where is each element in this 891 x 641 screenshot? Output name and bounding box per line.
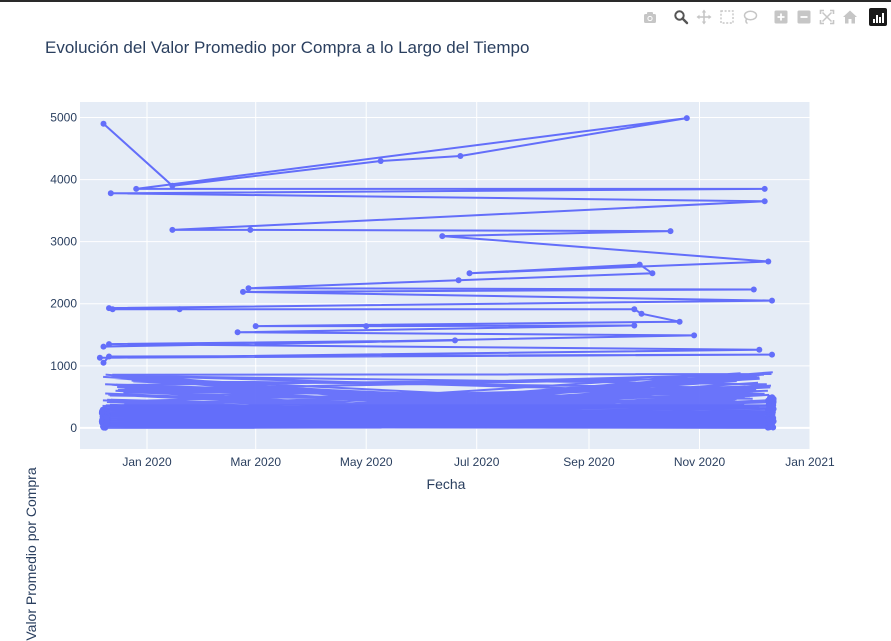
data-point <box>439 233 446 240</box>
data-point <box>107 190 114 197</box>
lasso-button[interactable] <box>738 6 761 28</box>
data-point <box>636 261 643 268</box>
data-point <box>245 285 252 292</box>
dense-data-band <box>98 371 777 431</box>
y-tick-label: 4000 <box>50 173 77 187</box>
data-point <box>452 337 458 344</box>
data-point <box>377 158 384 164</box>
data-point <box>240 288 246 295</box>
x-tick-label: Sep 2020 <box>563 455 615 469</box>
data-point <box>100 359 107 366</box>
data-point <box>363 323 370 330</box>
pan-icon <box>696 9 711 25</box>
dense-fill <box>105 404 770 428</box>
data-point <box>234 329 241 336</box>
x-tick-label: Jan 2021 <box>785 455 835 469</box>
data-point <box>769 351 775 358</box>
data-point <box>756 346 763 353</box>
data-point <box>455 277 462 284</box>
zoom-in-icon <box>774 10 787 24</box>
data-point <box>638 310 645 317</box>
data-point <box>109 306 116 313</box>
home-icon <box>842 10 857 24</box>
zoom-button[interactable] <box>669 6 692 28</box>
pan-button[interactable] <box>692 6 715 28</box>
autoscale-button[interactable] <box>815 6 838 28</box>
data-point <box>106 353 112 360</box>
data-point <box>252 323 259 330</box>
data-point <box>104 418 111 425</box>
y-tick-label: 3000 <box>50 235 77 249</box>
data-point <box>457 153 464 159</box>
data-point <box>100 343 107 350</box>
data-point <box>667 228 674 235</box>
data-point <box>96 354 103 361</box>
zoom-out-icon <box>797 10 810 24</box>
data-point <box>649 270 656 277</box>
data-point <box>766 416 773 423</box>
x-tick-label: Mar 2020 <box>230 455 281 469</box>
data-point <box>247 226 254 233</box>
data-point <box>169 182 176 189</box>
box-select-icon <box>719 10 734 24</box>
y-tick-label: 1000 <box>50 359 77 373</box>
data-point <box>766 403 773 410</box>
chart-title: Evolución del Valor Promedio por Compra … <box>45 38 530 57</box>
modebar <box>630 6 887 28</box>
data-point <box>106 341 112 348</box>
data-point <box>466 270 473 277</box>
data-point <box>770 395 777 402</box>
zoom-out-button[interactable] <box>792 6 815 28</box>
data-point <box>761 198 768 205</box>
data-point <box>769 297 775 304</box>
data-point <box>691 332 698 339</box>
data-point <box>176 306 183 313</box>
data-point <box>683 115 690 122</box>
camera-icon <box>643 12 656 23</box>
data-point <box>631 322 638 329</box>
x-tick-label: Jan 2020 <box>122 455 172 469</box>
data-point <box>98 409 105 416</box>
x-tick-label: Nov 2020 <box>674 455 726 469</box>
data-point <box>765 258 772 265</box>
data-point <box>761 185 768 192</box>
lasso-icon <box>743 10 757 25</box>
autoscale-icon <box>819 9 834 25</box>
camera-button[interactable] <box>638 6 661 28</box>
x-tick-label: May 2020 <box>340 455 393 469</box>
zoom-in-button[interactable] <box>769 6 792 28</box>
chart-plot[interactable]: Jan 2020 Mar 2020 May 2020 Jul 2020 Sep 2020… <box>0 2 891 508</box>
data-point <box>100 120 107 127</box>
y-tick-label: 2000 <box>50 297 77 311</box>
y-tick-label: 5000 <box>50 111 77 125</box>
data-point <box>750 286 757 293</box>
x-axis-label: Fecha <box>426 476 466 492</box>
plotly-logo[interactable] <box>869 8 887 26</box>
data-point <box>631 306 638 313</box>
zoom-icon <box>673 10 688 25</box>
home-button[interactable] <box>838 6 861 28</box>
box-select-button[interactable] <box>715 6 738 28</box>
data-point <box>676 318 683 325</box>
x-tick-label: Jul 2020 <box>454 455 500 469</box>
data-point <box>133 185 140 192</box>
data-point <box>169 226 176 233</box>
data-point <box>770 424 777 431</box>
y-tick-label: 0 <box>70 421 77 435</box>
